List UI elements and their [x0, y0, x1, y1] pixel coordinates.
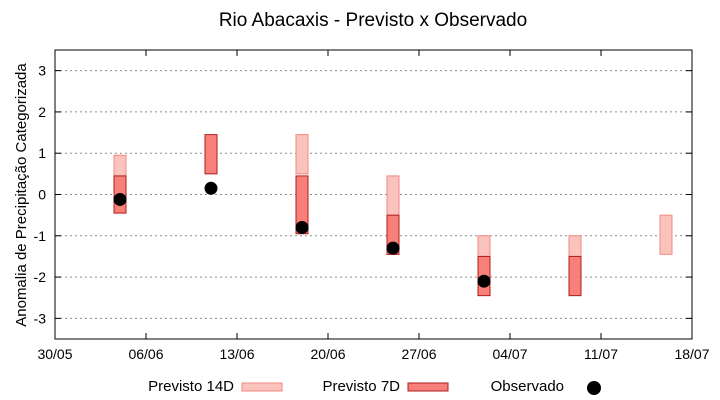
series-observado [113, 181, 491, 288]
series-previsto-7d [113, 134, 582, 297]
grid-lines [55, 70, 692, 319]
y-axis-label: Anomalia de Precipitação Categorizada [13, 63, 30, 327]
y-tick-label: -2 [34, 269, 47, 285]
x-tick-label: 20/06 [310, 346, 345, 362]
previsto-14d-bar [568, 235, 582, 257]
x-tick-label: 27/06 [401, 346, 436, 362]
x-tick-label: 13/06 [219, 346, 254, 362]
chart-title: Rio Abacaxis - Previsto x Observado [219, 10, 527, 31]
observado-point [386, 241, 400, 255]
legend-swatch-previsto-7d [407, 382, 449, 392]
x-axis-ticks: 30/05 06/06 13/06 20/06 27/06 04/07 11/07 18/07 [37, 50, 710, 362]
y-tick-label: 2 [38, 104, 46, 120]
legend-label-observado: Observado [491, 378, 564, 395]
x-tick-label: 11/07 [584, 346, 618, 362]
legend-label-previsto-7d: Previsto 7D [322, 378, 400, 395]
legend-label-previsto-14d: Previsto 14D [148, 378, 234, 395]
previsto-14d-bar [295, 134, 309, 175]
previsto-7d-bar [568, 255, 582, 297]
observado-point [295, 221, 309, 235]
observado-point [113, 192, 127, 206]
x-tick-label: 06/06 [128, 346, 163, 362]
observado-point [477, 274, 491, 288]
y-tick-label: -3 [34, 310, 47, 326]
x-tick-label: 30/05 [37, 346, 72, 362]
previsto-14d-bar [477, 235, 491, 257]
x-tick-label: 18/07 [674, 346, 709, 362]
y-tick-label: -1 [34, 228, 47, 244]
y-tick-label: 1 [38, 145, 46, 161]
y-tick-label: 3 [38, 63, 46, 79]
observado-point [204, 181, 218, 195]
x-tick-label: 04/07 [492, 346, 527, 362]
y-axis-ticks: -3 -2 -1 0 1 2 3 [34, 63, 692, 326]
previsto-7d-bar [204, 134, 218, 175]
y-tick-label: 0 [38, 187, 46, 203]
previsto-14d-bar [659, 214, 673, 255]
legend-marker-observado [587, 381, 601, 395]
legend-swatch-previsto-14d [241, 382, 283, 392]
legend: Previsto 14D Previsto 7D Observado [148, 378, 601, 395]
